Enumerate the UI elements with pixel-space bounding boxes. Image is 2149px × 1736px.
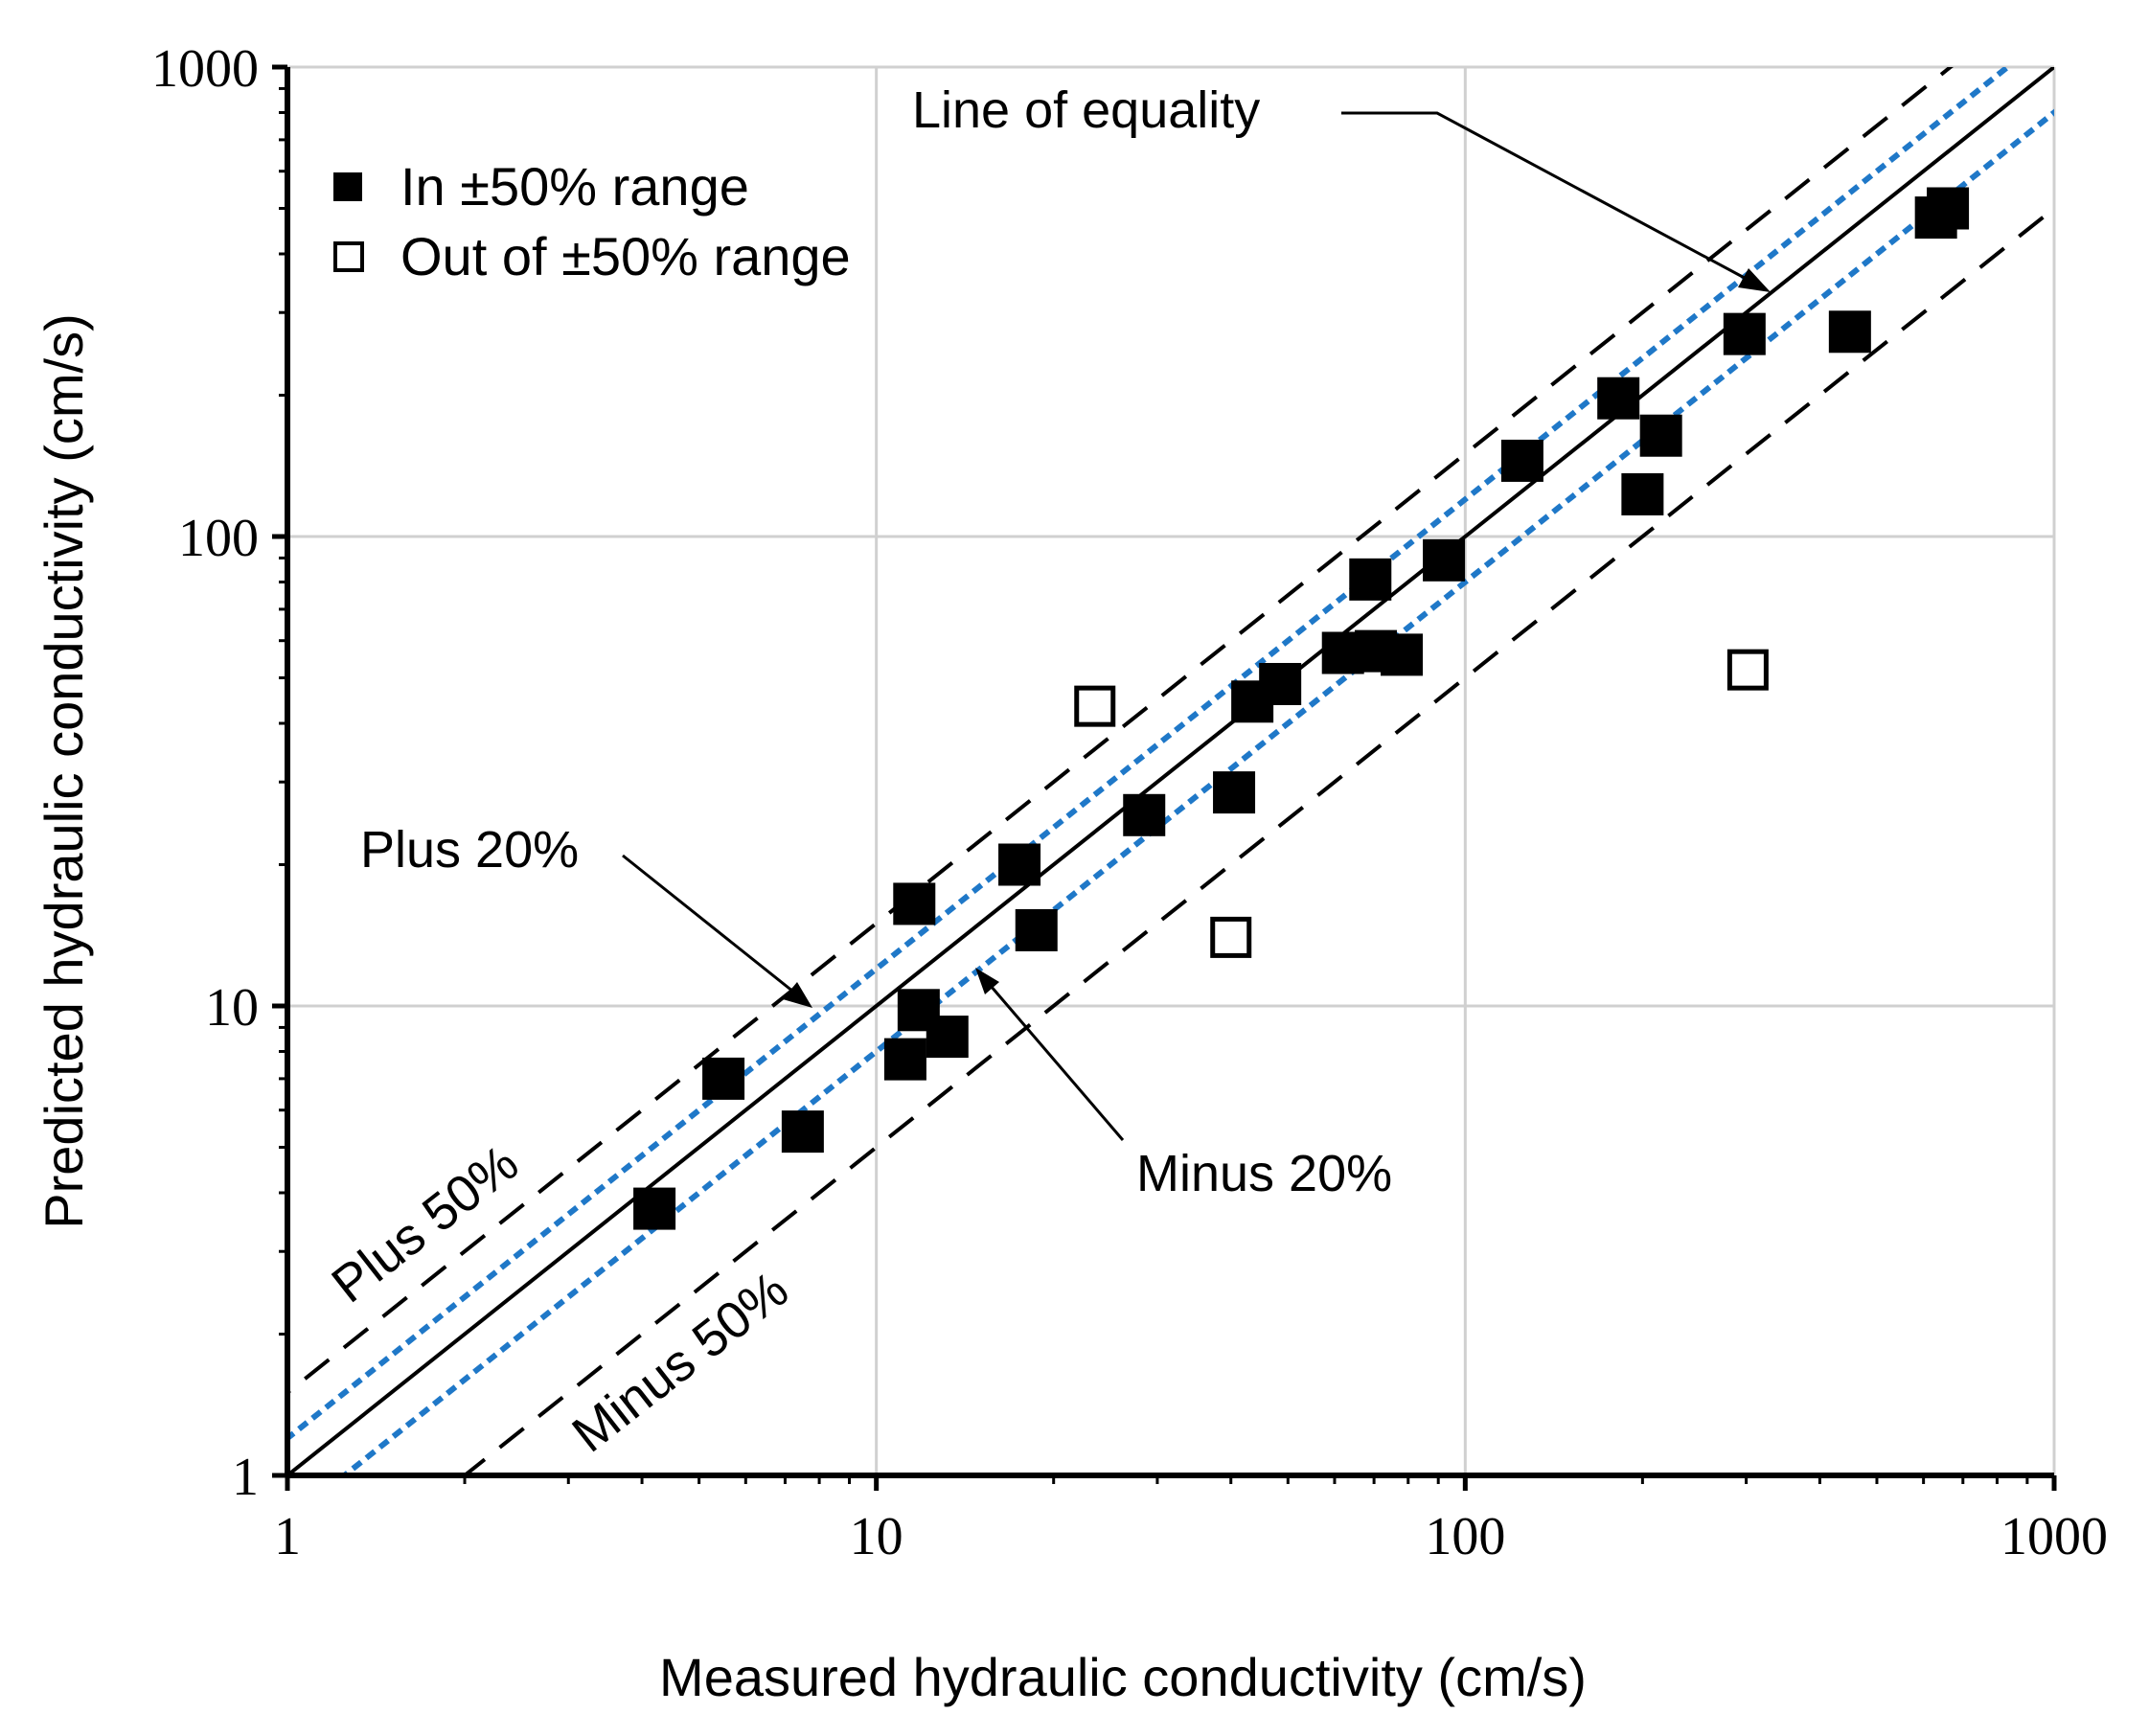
y-tick-label: 1 — [232, 1448, 259, 1507]
data-points — [633, 187, 1970, 1230]
annotation-minus-50: Minus 50% — [561, 1261, 798, 1464]
arrowhead-plus-20 — [783, 982, 812, 1008]
y-tick-label: 100 — [178, 509, 259, 568]
reference-line-plus-20- — [287, 67, 2013, 1443]
data-point-in-range — [1381, 633, 1424, 676]
data-point-in-range — [1621, 472, 1664, 515]
data-point-in-range — [998, 843, 1041, 886]
y-tick-label: 10 — [205, 978, 259, 1038]
arrowhead-minus-20 — [975, 968, 999, 994]
x-axis-label: Measured hydraulic conductivity (cm/s) — [659, 1647, 1587, 1707]
axes — [272, 64, 2057, 1491]
x-tick-label: 1000 — [2000, 1507, 2108, 1566]
data-point-in-range — [1639, 414, 1682, 457]
annotation-plus-20: Plus 20% — [360, 821, 579, 879]
reference-line-minus-20- — [339, 108, 2054, 1475]
legend: In ±50% range Out of ±50% range — [333, 156, 851, 286]
annotation-plus-50: Plus 50% — [321, 1134, 529, 1314]
x-tick-label: 1 — [274, 1507, 301, 1566]
reference-line-minus-50- — [461, 205, 2054, 1475]
legend-marker-out-range — [333, 241, 364, 272]
tick-labels: 1 10 100 1000 1 10 100 1000 — [151, 39, 2108, 1566]
annotation-minus-20: Minus 20% — [1136, 1145, 1392, 1202]
data-point-in-range — [1828, 310, 1871, 354]
x-tick-label: 10 — [850, 1507, 903, 1566]
data-point-in-range — [1259, 662, 1302, 705]
data-point-in-range — [1015, 908, 1058, 951]
data-point-in-range — [1213, 771, 1256, 814]
data-point-in-range — [1597, 377, 1640, 420]
y-axis-label: Predicted hydraulic conductivity (cm/s) — [34, 313, 94, 1228]
data-point-in-range — [893, 882, 936, 925]
arrow-plus-20 — [622, 854, 804, 1001]
reference-line-line-of-equality — [287, 67, 2054, 1475]
data-point-in-range — [702, 1057, 745, 1100]
data-point-in-range — [1723, 312, 1766, 355]
data-point-in-range — [1123, 793, 1166, 836]
reference-line-plus-50- — [287, 67, 1954, 1396]
data-point-in-range — [1349, 558, 1392, 601]
annotation-line-of-equality: Line of equality — [912, 81, 1260, 139]
data-point-in-range — [1423, 538, 1466, 582]
annotations: Line of equality Plus 20% Minus 20% Plus… — [321, 81, 1771, 1463]
arrowhead-line-of-equality — [1738, 268, 1771, 292]
data-point-in-range — [781, 1110, 824, 1154]
data-point-in-range — [1927, 187, 1970, 230]
arrow-line-of-equality — [1341, 111, 1754, 285]
arrow-minus-20 — [983, 978, 1125, 1141]
data-point-in-range — [633, 1187, 676, 1230]
legend-label-out-range: Out of ±50% range — [400, 226, 851, 286]
legend-label-in-range: In ±50% range — [400, 156, 749, 217]
data-point-in-range — [883, 1038, 926, 1081]
data-point-in-range — [926, 1016, 969, 1059]
data-point-out-of-range — [1074, 685, 1116, 727]
legend-marker-in-range — [333, 172, 362, 201]
data-point-out-of-range — [1726, 649, 1769, 691]
y-tick-label: 1000 — [151, 39, 259, 99]
data-point-in-range — [1500, 439, 1543, 482]
data-point-out-of-range — [1210, 916, 1252, 958]
grid — [287, 65, 2056, 1475]
x-tick-label: 100 — [1425, 1507, 1505, 1566]
reference-lines — [287, 67, 2054, 1475]
